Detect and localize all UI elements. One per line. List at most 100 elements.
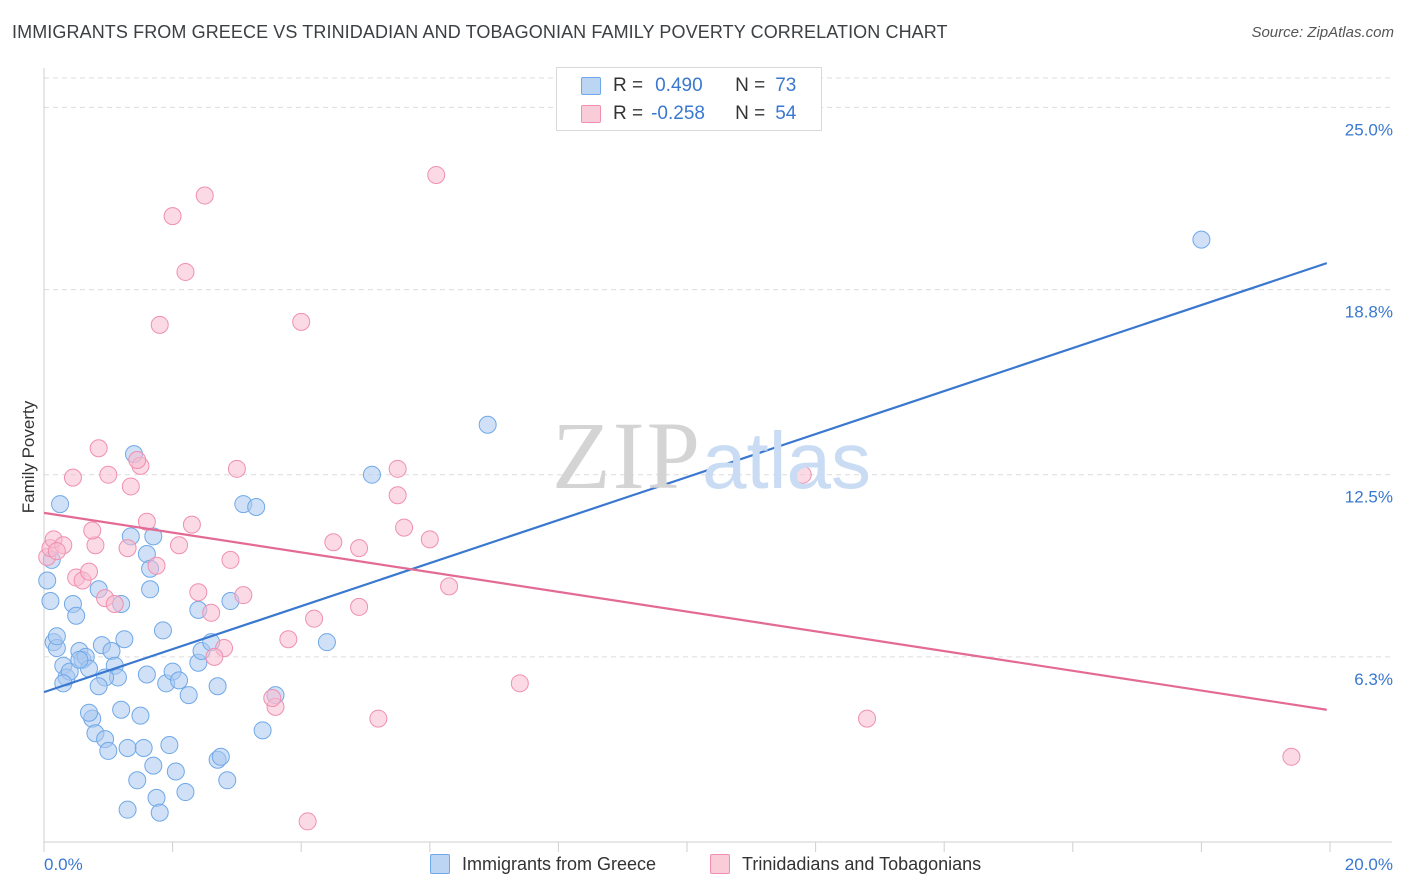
trinidad-point [279,630,298,649]
trinidad-point [89,439,108,458]
trend-lines [43,262,1328,711]
greece-point [141,580,160,599]
trinidad-point [176,262,195,281]
trinidad-point [305,609,324,628]
y-tick-label: 12.5% [1345,488,1393,507]
y-axis-label: Family Poverty [19,400,38,513]
greece-point [218,771,237,790]
trinidad-point [86,536,105,555]
r-value: 0.490 [655,75,703,96]
data-points [38,165,1301,831]
greece-point [179,686,198,705]
trinidad-point [118,539,137,558]
trinidad-point [1282,747,1301,766]
greece-point [118,800,137,819]
greece-point [253,721,272,740]
y-tick-label: 18.8% [1345,303,1393,322]
greece-point [131,706,150,725]
n-value: 54 [775,103,797,124]
trinidad-point [128,451,147,469]
tick-labels: 6.3% 12.5% 18.8% 25.0% 0.0% 20.0% [44,120,1393,874]
legend-swatch-pink [581,105,601,123]
grid-lines [44,77,1392,658]
trinidad-point [205,647,224,666]
trinidad-point [388,486,407,505]
trinidad-point [369,709,388,728]
axes [43,68,1392,852]
trinidad-point [388,459,407,478]
r-label: R = [613,75,644,96]
series-swatch-pink [710,854,730,874]
y-tick-label: 6.3% [1354,670,1393,689]
x-tick-label: 0.0% [44,855,83,874]
trinidad-point [99,465,118,484]
trinidad-point [202,603,221,622]
greece-point [70,650,89,669]
greece-point [147,788,166,807]
greece-point [67,606,86,625]
greece-point [166,762,185,781]
n-label: N = [735,103,766,124]
chart-title: IMMIGRANTS FROM GREECE VS TRINIDADIAN AN… [12,22,948,42]
n-value: 73 [775,75,797,96]
x-tick-label: 20.0% [1345,855,1393,874]
series-legend-greece: Immigrants from Greece [430,852,656,876]
trinidad-point [83,521,102,540]
greece-point [317,633,336,652]
trinidad-point [324,533,343,552]
trinidad-point [195,186,214,205]
r-label: R = [613,103,644,124]
greece-point [170,671,189,690]
trinidad-point [420,530,439,549]
greece-point [89,677,108,696]
trinidad-point [163,207,182,226]
greece-point [362,465,381,484]
series-swatch-blue [430,854,450,874]
series-label: Trinidadians and Tobagonians [742,853,982,874]
greece-point [99,741,118,760]
greece-point [150,803,169,822]
trinidad-point [395,518,414,537]
series-legend-trinidad: Trinidadians and Tobagonians [710,852,981,876]
trinidad-point [350,597,369,616]
trinidad-point [292,312,311,331]
trinidad-point [793,465,812,484]
trinidad-point [182,515,201,534]
series-label: Immigrants from Greece [462,853,657,874]
greece-point [153,621,172,640]
greece-point [80,703,99,722]
r-value: -0.258 [651,103,705,124]
trinidad-point [510,674,529,693]
greece-point [134,738,153,757]
correlation-legend: R = 0.490 N = 73 R = -0.258 N = 54 [556,67,822,131]
trinidad-point [298,812,317,831]
trinidad-point [189,583,208,602]
trinidad-point [147,556,166,575]
trinidad-point [350,539,369,558]
legend-row-trinidad: R = -0.258 N = 54 [581,102,796,126]
trinidad-point [440,577,459,596]
trinidad-point [80,562,99,581]
legend-swatch-blue [581,77,601,95]
greece-point [211,747,230,766]
zipatlas-watermark: ZIPatlas [552,402,871,509]
greece-point [247,498,266,517]
greece-point [41,592,60,611]
legend-row-greece: R = 0.490 N = 73 [581,74,796,98]
greece-point [118,738,137,757]
y-tick-label: 25.0% [1345,120,1393,139]
trinidad-point [227,459,246,478]
trinidad-point [427,165,446,184]
trinidad-point [263,689,282,708]
greece-point [102,642,121,660]
trinidad-point [150,315,169,334]
greece-point [137,665,156,684]
chart-source: Source: ZipAtlas.com [1251,24,1394,41]
greece-point [51,495,70,514]
greece-point [478,415,497,434]
trinidad-point [234,586,253,605]
greece-point [1192,230,1211,249]
greece-trend-line [43,262,1328,694]
trinidad-point [221,550,240,569]
